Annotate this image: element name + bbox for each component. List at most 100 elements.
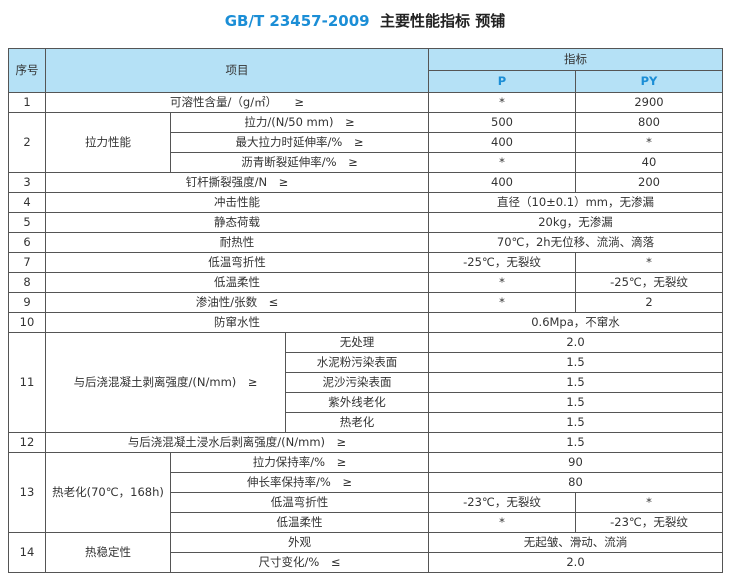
seq: 12 [8,432,46,453]
table-row: 3 钉杆撕裂强度/N ≥400 200 [8,172,723,193]
value: 1.5 [428,432,723,453]
item: 外观 [170,532,429,553]
py-value: * [575,252,723,273]
item: 可溶性含量/（g/㎡） ≥ [45,92,429,113]
item: 沥青断裂延伸率/% ≥ [170,152,429,173]
seq: 11 [8,332,46,433]
group: 热稳定性 [45,532,171,573]
header-p: P [428,70,576,93]
group: 与后浇混凝土剥离强度/(N/mm) ≥ [45,332,286,433]
value: 90 [428,452,723,473]
value: 1.5 [428,352,723,373]
table-row: 9 渗油性/张数 ≤ * 2 [8,292,723,313]
item: 渗油性/张数 ≤ [45,292,429,313]
value: 0.6Mpa，不窜水 [428,312,723,333]
seq: 3 [8,172,46,193]
value: 1.5 [428,392,723,413]
py-value: 200 [575,172,723,193]
item: 钉杆撕裂强度/N ≥ [45,172,429,193]
table-row: 4 冲击性能 直径（10±0.1）mm，无渗漏 [8,192,723,213]
item: 无处理 [285,332,429,353]
performance-table: 序号 项目 指标 P PY 1 可溶性含量/（g/㎡） ≥ * 2900 2 拉力性能拉… [8,48,723,573]
table-row: 5 静态荷载 20kg，无渗漏 [8,212,723,233]
table-row: 10 防窜水性 0.6Mpa，不窜水 [8,312,723,333]
item: 耐热性 [45,232,429,253]
seq: 5 [8,212,46,233]
item: 低温弯折性 [170,492,429,513]
table-row: 水泥粉污染表面 1.5 [9,352,723,373]
header-row: 序号 项目 指标 [8,48,723,93]
py-value: 2900 [575,92,723,113]
py-value: 40 [575,152,723,173]
group: 拉力性能 [45,112,171,173]
py-value: -23℃，无裂纹 [575,512,723,533]
header-py: PY [575,70,723,93]
header-item: 项目 [45,48,429,93]
item: 泥沙污染表面 [285,372,429,393]
item: 拉力/(N/50 mm) ≥ [170,112,429,133]
seq: 4 [8,192,46,213]
item: 伸长率保持率/% ≥ [170,472,429,493]
seq: 8 [8,272,46,293]
item: 低温柔性 [170,512,429,533]
item: 静态荷载 [45,212,429,233]
item: 拉力保持率/% ≥ [170,452,429,473]
table-row: 沥青断裂延伸率/% ≥ * 40 [9,152,723,173]
group: 热老化(70℃，168h) [45,452,171,533]
table-row: 8 低温柔性 * -25℃，无裂纹 [8,272,723,293]
seq: 9 [8,292,46,313]
item: 热老化 [285,412,429,433]
item: 防窜水性 [45,312,429,333]
p-value: -25℃，无裂纹 [428,252,576,273]
table-row: 尺寸变化/% ≤2.0 [9,552,723,573]
value: 直径（10±0.1）mm，无渗漏 [428,192,723,213]
value: 2.0 [428,332,723,353]
p-value: * [428,512,576,533]
p-value: * [428,292,576,313]
value: 2.0 [428,552,723,573]
table-row: 伸长率保持率/% ≥80 [9,472,723,493]
item: 低温柔性 [45,272,429,293]
table-row: 7 低温弯折性 -25℃，无裂纹 * [8,252,723,273]
table-row: 1 可溶性含量/（g/㎡） ≥ * 2900 [8,92,723,113]
seq: 7 [8,252,46,273]
p-value: * [428,152,576,173]
seq: 10 [8,312,46,333]
table-row: 最大拉力时延伸率/% ≥400 * [9,132,723,153]
value: 80 [428,472,723,493]
p-value: 400 [428,172,576,193]
py-value: 2 [575,292,723,313]
header-index: 指标 [428,48,723,71]
seq: 6 [8,232,46,253]
p-value: 500 [428,112,576,133]
seq: 1 [8,92,46,113]
table-row: 2 拉力性能 拉力/(N/50 mm) ≥500 800 [8,112,723,173]
item: 水泥粉污染表面 [285,352,429,373]
table-row: 11 与后浇混凝土剥离强度/(N/mm) ≥ 无处理 2.0 [8,332,723,433]
value: 70℃，2h无位移、流淌、滴落 [428,232,723,253]
p-value: * [428,272,576,293]
table-row: 13 热老化(70℃，168h) 拉力保持率/% ≥90 [8,452,723,533]
py-value: 800 [575,112,723,133]
value: 1.5 [428,412,723,433]
page-title: GB/T 23457-2009 主要性能指标 预铺 [0,10,730,31]
table-row: 12 与后浇混凝土浸水后剥离强度/(N/mm) ≥1.5 [8,432,723,453]
seq: 14 [8,532,46,573]
seq: 2 [8,112,46,173]
item: 最大拉力时延伸率/% ≥ [170,132,429,153]
item: 紫外线老化 [285,392,429,413]
p-value: 400 [428,132,576,153]
item: 尺寸变化/% ≤ [170,552,429,573]
value: 20kg，无渗漏 [428,212,723,233]
table-row: 14 热稳定性 外观 无起皱、滑动、流淌 [8,532,723,573]
standard-code: GB/T 23457-2009 [224,12,370,30]
py-value: * [575,492,723,513]
py-value: * [575,132,723,153]
table-row: 6 耐热性 70℃，2h无位移、流淌、滴落 [8,232,723,253]
p-value: * [428,92,576,113]
value: 无起皱、滑动、流淌 [428,532,723,553]
item: 冲击性能 [45,192,429,213]
item: 低温弯折性 [45,252,429,273]
item: 与后浇混凝土浸水后剥离强度/(N/mm) ≥ [45,432,429,453]
header-seq: 序号 [8,48,46,93]
